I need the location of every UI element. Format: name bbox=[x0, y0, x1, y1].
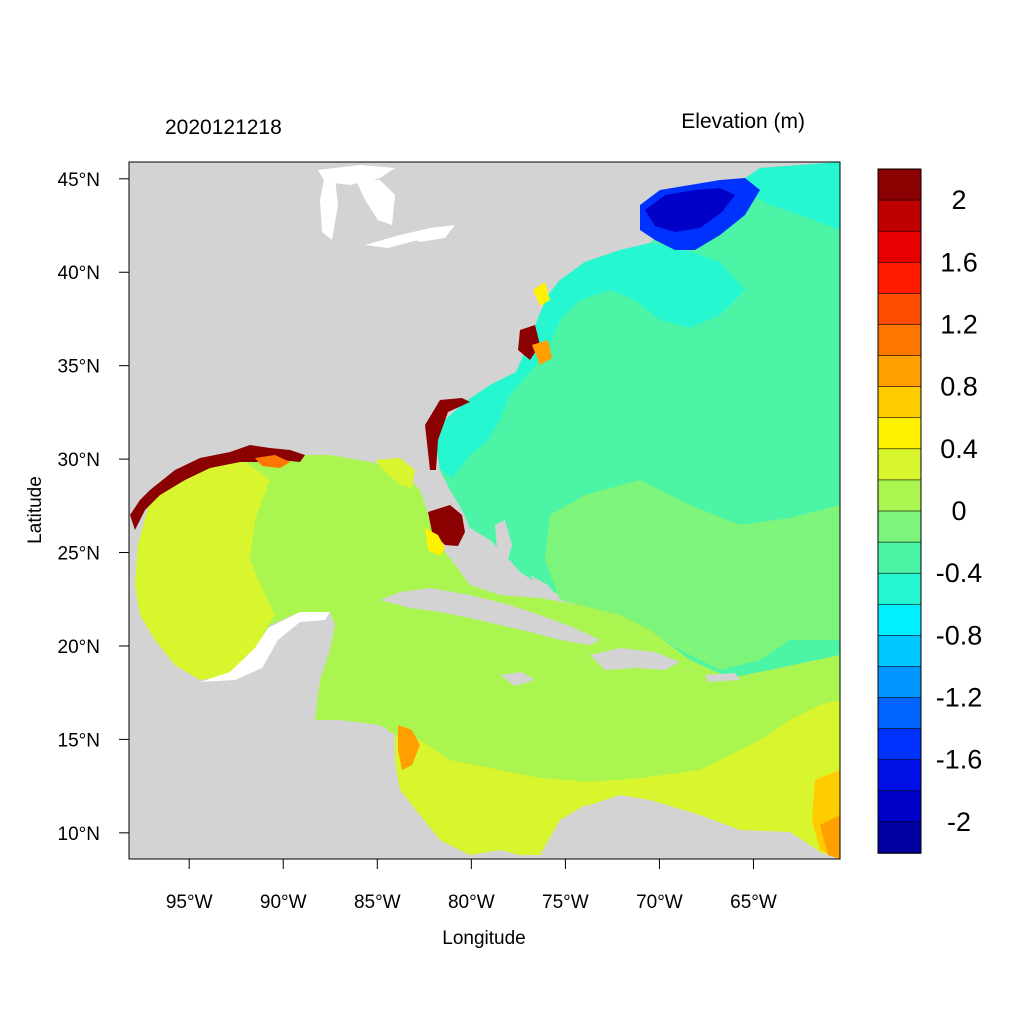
y-tick-label: 40°N bbox=[58, 263, 100, 284]
gulf-caribbean-field bbox=[135, 455, 840, 859]
y-tick-label: 15°N bbox=[58, 730, 100, 751]
gulf-coast-surge bbox=[130, 445, 305, 530]
map-panel[interactable] bbox=[129, 162, 840, 859]
x-tick-label: 70°W bbox=[636, 892, 683, 913]
louisiana-high bbox=[255, 455, 290, 468]
x-tick-label: 80°W bbox=[448, 892, 495, 913]
coastal-negative-band bbox=[436, 243, 745, 478]
colorbar-bin bbox=[877, 666, 922, 699]
colorbar-bin bbox=[877, 324, 922, 357]
big-bend-high bbox=[375, 458, 415, 488]
colorbar-label: 2 bbox=[951, 185, 966, 215]
x-tick-label: 65°W bbox=[730, 892, 777, 913]
colorbar-bin bbox=[877, 635, 922, 668]
bahamas-islands bbox=[495, 520, 560, 600]
colorbar-bin bbox=[877, 355, 922, 388]
y-tick-label: 10°N bbox=[58, 824, 100, 845]
x-tick-label: 90°W bbox=[260, 892, 307, 913]
lake-michigan bbox=[320, 175, 338, 240]
colorbar-label: -0.4 bbox=[936, 558, 983, 588]
x-tick-label: 85°W bbox=[354, 892, 401, 913]
colorbar-bin bbox=[877, 479, 922, 512]
southeast-corner-peak bbox=[820, 815, 840, 859]
hispaniola-island bbox=[590, 648, 680, 670]
colorbar-bin bbox=[877, 821, 922, 854]
colorbar-bin bbox=[877, 728, 922, 761]
lake-superior bbox=[318, 165, 395, 185]
colorbar-label: 1.2 bbox=[940, 309, 978, 339]
y-tick-label: 45°N bbox=[58, 170, 100, 191]
colorbar-bin bbox=[877, 386, 922, 419]
honduras-coast-high bbox=[398, 725, 420, 770]
colorbar-label: 0.8 bbox=[940, 372, 978, 402]
y-tick-label: 35°N bbox=[58, 357, 100, 378]
colorbar-bin bbox=[877, 293, 922, 326]
chesapeake-high bbox=[533, 282, 550, 306]
lake-huron bbox=[355, 178, 395, 225]
y-tick-label: 25°N bbox=[58, 544, 100, 565]
south-caribbean-high bbox=[395, 700, 840, 859]
timestamp-label: 2020121218 bbox=[165, 116, 282, 139]
colorbar-label: 0.4 bbox=[940, 434, 978, 464]
colorbar-label: -1.6 bbox=[936, 745, 983, 775]
colorbar-label: -1.2 bbox=[936, 683, 983, 713]
mexico-coastline-gap bbox=[200, 612, 330, 682]
x-axis-label: Longitude bbox=[442, 928, 525, 949]
colorbar-bin bbox=[877, 448, 922, 481]
western-gulf-high bbox=[135, 458, 275, 680]
florida-west-coast-high bbox=[425, 528, 445, 556]
colorbar-bin bbox=[877, 790, 922, 823]
colorbar-bin bbox=[877, 697, 922, 730]
colorbar-bin bbox=[877, 417, 922, 450]
lake-erie bbox=[365, 228, 430, 248]
x-tick-label: 75°W bbox=[542, 892, 589, 913]
colorbar-bin bbox=[877, 510, 922, 543]
colorbar-bin bbox=[877, 759, 922, 792]
gulf-of-maine-core bbox=[645, 188, 735, 232]
colorbar-frame bbox=[877, 168, 922, 854]
colorbar-bin bbox=[877, 541, 922, 574]
colorbar-bin bbox=[877, 199, 922, 232]
lake-ontario bbox=[405, 225, 455, 242]
y-axis-label: Latitude bbox=[25, 476, 46, 544]
colorbar: 2 1.6 1.2 0.8 0.4 0 -0.4 -0.8 -1.2 -1.6 -2 bbox=[877, 168, 983, 854]
colorbar-bin bbox=[877, 572, 922, 606]
cuba-island bbox=[380, 588, 600, 645]
jamaica-island bbox=[500, 672, 535, 686]
east-coast-surge bbox=[425, 398, 470, 470]
map-frame bbox=[128, 161, 841, 860]
northeast-cyan-field bbox=[735, 162, 840, 230]
colorbar-bin bbox=[877, 168, 922, 201]
colorbar-label: -2 bbox=[947, 807, 971, 837]
x-axis-ticks: 95°W 90°W 85°W 80°W 75°W 70°W 65°W bbox=[166, 859, 777, 913]
variable-title: Elevation (m) bbox=[681, 110, 805, 133]
colorbar-bin bbox=[877, 230, 922, 264]
colorbar-bin bbox=[877, 603, 922, 637]
y-tick-label: 30°N bbox=[58, 450, 100, 471]
colorbar-label: 0 bbox=[951, 496, 966, 526]
x-tick-label: 95°W bbox=[166, 892, 213, 913]
y-axis-ticks: 10°N 15°N 20°N 25°N 30°N 35°N 40°N 45°N bbox=[58, 170, 129, 845]
south-america-coast bbox=[540, 795, 830, 859]
colorbar-label: -0.8 bbox=[936, 620, 983, 650]
puerto-rico-island bbox=[705, 673, 740, 682]
y-tick-label: 20°N bbox=[58, 637, 100, 658]
colorbar-bin bbox=[877, 261, 922, 295]
carolina-high bbox=[532, 340, 552, 365]
colorbar-label: 1.6 bbox=[940, 247, 978, 277]
atlantic-zero-band bbox=[545, 480, 840, 670]
